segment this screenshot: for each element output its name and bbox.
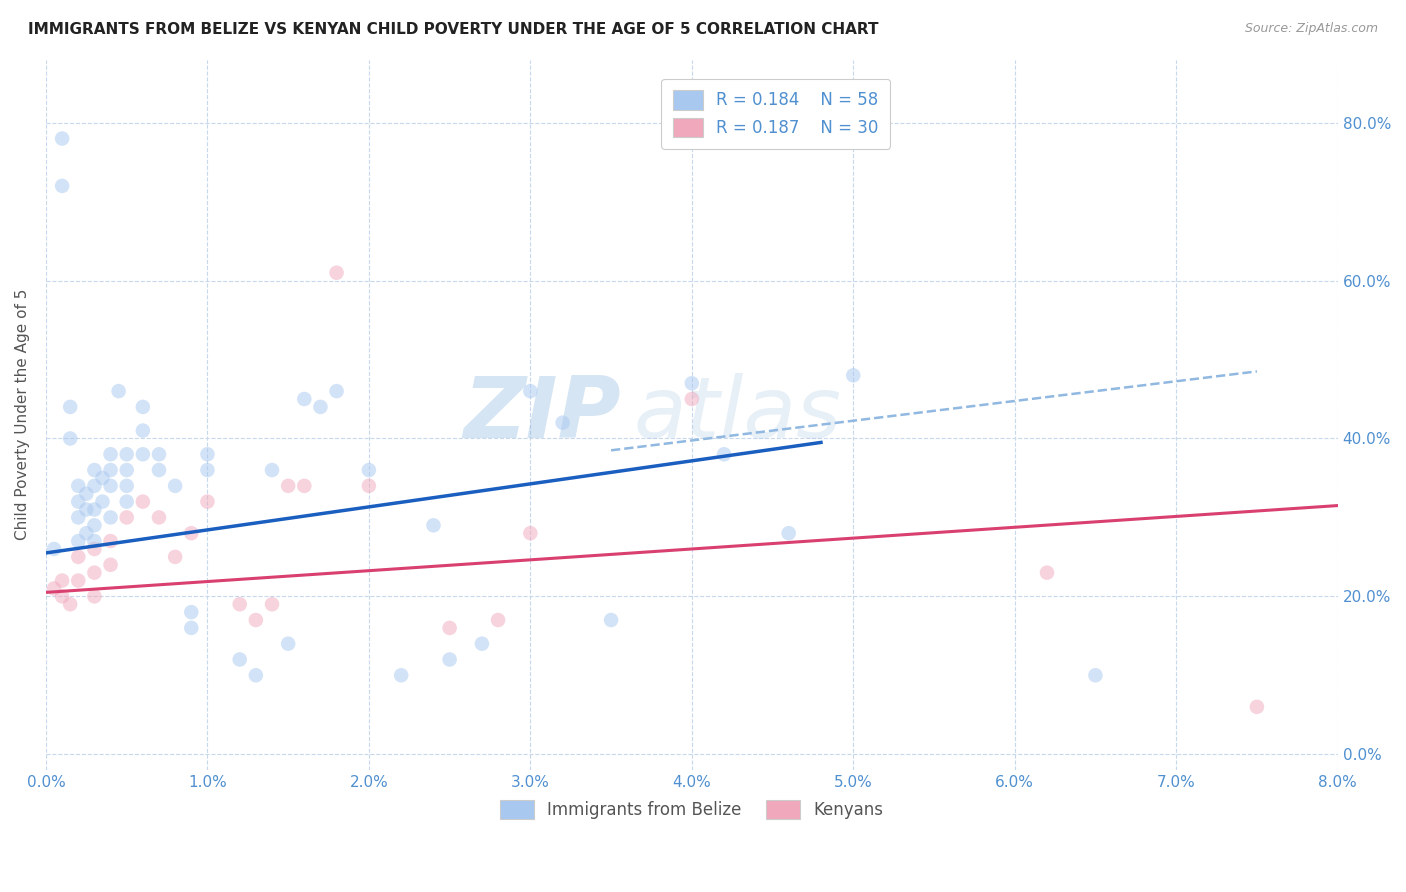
Point bbox=[681, 376, 703, 391]
Point bbox=[245, 613, 267, 627]
Point bbox=[148, 463, 170, 477]
Point bbox=[83, 463, 105, 477]
Point bbox=[519, 526, 541, 541]
Point bbox=[67, 574, 90, 588]
Point bbox=[197, 447, 219, 461]
Point bbox=[75, 526, 97, 541]
Point bbox=[51, 131, 73, 145]
Point bbox=[309, 400, 332, 414]
Point bbox=[83, 479, 105, 493]
Point bbox=[51, 574, 73, 588]
Point bbox=[91, 494, 114, 508]
Text: ZIP: ZIP bbox=[463, 373, 621, 457]
Point bbox=[51, 178, 73, 193]
Point bbox=[59, 597, 82, 611]
Point bbox=[778, 526, 800, 541]
Point bbox=[148, 510, 170, 524]
Point bbox=[422, 518, 444, 533]
Point bbox=[486, 613, 509, 627]
Point bbox=[551, 416, 574, 430]
Point bbox=[180, 526, 202, 541]
Point bbox=[325, 266, 347, 280]
Point bbox=[75, 502, 97, 516]
Point bbox=[115, 494, 138, 508]
Point bbox=[132, 400, 155, 414]
Point bbox=[519, 384, 541, 398]
Point bbox=[100, 534, 122, 549]
Point bbox=[180, 621, 202, 635]
Point bbox=[292, 392, 315, 406]
Point bbox=[107, 384, 129, 398]
Point bbox=[75, 487, 97, 501]
Point bbox=[277, 637, 299, 651]
Point bbox=[67, 494, 90, 508]
Text: IMMIGRANTS FROM BELIZE VS KENYAN CHILD POVERTY UNDER THE AGE OF 5 CORRELATION CH: IMMIGRANTS FROM BELIZE VS KENYAN CHILD P… bbox=[28, 22, 879, 37]
Text: Source: ZipAtlas.com: Source: ZipAtlas.com bbox=[1244, 22, 1378, 36]
Point bbox=[115, 479, 138, 493]
Point bbox=[100, 479, 122, 493]
Point bbox=[165, 479, 187, 493]
Point bbox=[357, 463, 380, 477]
Point bbox=[115, 447, 138, 461]
Point bbox=[42, 582, 65, 596]
Point bbox=[1246, 699, 1268, 714]
Point bbox=[197, 463, 219, 477]
Point bbox=[389, 668, 412, 682]
Point bbox=[42, 541, 65, 556]
Point bbox=[83, 541, 105, 556]
Y-axis label: Child Poverty Under the Age of 5: Child Poverty Under the Age of 5 bbox=[15, 289, 30, 541]
Point bbox=[67, 549, 90, 564]
Point bbox=[115, 463, 138, 477]
Point bbox=[83, 502, 105, 516]
Point bbox=[83, 590, 105, 604]
Point bbox=[51, 590, 73, 604]
Text: atlas: atlas bbox=[634, 373, 842, 457]
Point bbox=[260, 597, 283, 611]
Point bbox=[439, 652, 461, 666]
Point bbox=[67, 534, 90, 549]
Point bbox=[59, 432, 82, 446]
Point bbox=[132, 447, 155, 461]
Point bbox=[197, 494, 219, 508]
Point bbox=[245, 668, 267, 682]
Point bbox=[83, 518, 105, 533]
Point bbox=[148, 447, 170, 461]
Point bbox=[132, 424, 155, 438]
Point bbox=[115, 510, 138, 524]
Point bbox=[83, 534, 105, 549]
Point bbox=[165, 549, 187, 564]
Point bbox=[67, 479, 90, 493]
Point bbox=[842, 368, 865, 383]
Point bbox=[100, 510, 122, 524]
Point bbox=[681, 392, 703, 406]
Point bbox=[292, 479, 315, 493]
Point bbox=[325, 384, 347, 398]
Point bbox=[600, 613, 623, 627]
Point bbox=[1084, 668, 1107, 682]
Point bbox=[260, 463, 283, 477]
Point bbox=[100, 447, 122, 461]
Point bbox=[91, 471, 114, 485]
Legend: Immigrants from Belize, Kenyans: Immigrants from Belize, Kenyans bbox=[494, 793, 890, 826]
Point bbox=[357, 479, 380, 493]
Point bbox=[228, 652, 250, 666]
Point bbox=[439, 621, 461, 635]
Point bbox=[228, 597, 250, 611]
Point bbox=[83, 566, 105, 580]
Point bbox=[1036, 566, 1059, 580]
Point bbox=[59, 400, 82, 414]
Point bbox=[180, 605, 202, 619]
Point bbox=[277, 479, 299, 493]
Point bbox=[67, 510, 90, 524]
Point bbox=[100, 558, 122, 572]
Point bbox=[132, 494, 155, 508]
Point bbox=[713, 447, 735, 461]
Point bbox=[100, 463, 122, 477]
Point bbox=[471, 637, 494, 651]
